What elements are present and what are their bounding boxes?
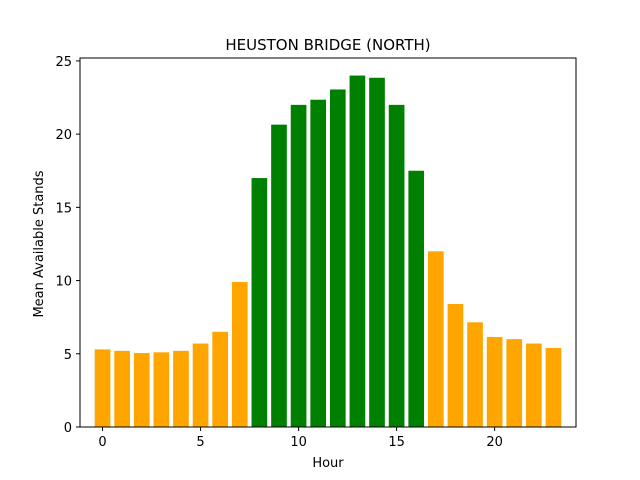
bar-hour-4	[173, 350, 189, 427]
bar-hour-17	[427, 251, 444, 427]
bar-hour-10	[290, 104, 307, 428]
x-axis-title: Hour	[312, 456, 344, 471]
y-axis-ticks: 0 5 10 15 20 25	[55, 55, 80, 436]
y-tick-label: 25	[55, 55, 72, 70]
bar-hour-5	[192, 343, 209, 427]
bar-hour-9	[271, 124, 287, 428]
bar-hour-19	[467, 322, 483, 427]
x-axis-ticks: 0 5 10 15 20	[98, 427, 503, 450]
bar-hour-20	[486, 336, 503, 427]
bar-hour-21	[506, 339, 523, 427]
bars-group	[94, 75, 562, 428]
x-tick-label: 5	[196, 435, 204, 450]
bar-hour-22	[526, 343, 542, 427]
x-tick-label: 15	[388, 435, 405, 450]
bar-hour-23	[545, 347, 562, 427]
x-tick-label: 10	[290, 435, 307, 450]
bar-hour-14	[369, 77, 385, 428]
y-tick-label: 5	[64, 348, 72, 363]
chart-title: HEUSTON BRIDGE (NORTH)	[225, 36, 430, 54]
y-tick-label: 20	[55, 128, 72, 143]
bar-hour-16	[408, 170, 425, 427]
plot-frame	[79, 57, 577, 428]
y-tick-label: 15	[55, 201, 72, 216]
bar-hour-2	[133, 353, 150, 427]
bar-hour-3	[153, 352, 170, 427]
bar-hour-7	[231, 282, 248, 427]
y-tick-label: 10	[55, 275, 72, 290]
bar-hour-6	[212, 331, 229, 427]
y-axis-title: Mean Available Stands	[32, 170, 47, 317]
bar-hour-0	[94, 349, 111, 427]
bar-hour-8	[251, 178, 268, 427]
bar-hour-1	[114, 350, 130, 427]
bar-hour-18	[447, 304, 464, 427]
bar-hour-12	[329, 89, 346, 427]
x-tick-label: 0	[98, 435, 106, 450]
bar-hour-13	[349, 75, 366, 427]
bar-hour-15	[388, 104, 405, 428]
y-tick-label: 0	[64, 421, 72, 436]
x-tick-label: 20	[486, 435, 503, 450]
bar-hour-11	[310, 99, 327, 427]
